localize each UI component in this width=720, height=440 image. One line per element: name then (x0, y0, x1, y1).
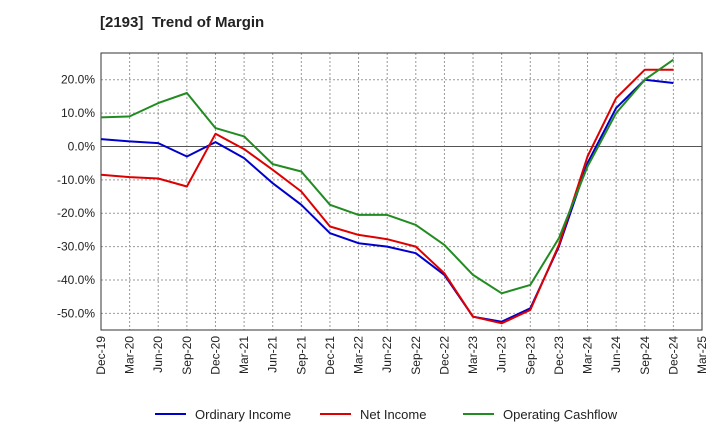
series-lines (100, 58, 674, 325)
x-tick-label: Mar-21 (237, 336, 251, 374)
x-tick-label: Sep-20 (180, 336, 194, 375)
y-tick-label: 10.0% (61, 106, 95, 120)
x-tick-label: Sep-23 (523, 336, 537, 375)
y-tick-label: -50.0% (57, 306, 95, 320)
x-tick-label: Jun-23 (495, 336, 509, 373)
x-tick-label: Sep-24 (638, 336, 652, 375)
y-tick-label: 0.0% (68, 139, 96, 153)
legend-label-net-income: Net Income (360, 407, 426, 422)
legend: Ordinary Income Net Income Operating Cashf… (155, 407, 618, 422)
x-tick-label: Jun-20 (151, 336, 165, 373)
y-tick-label: 20.0% (61, 73, 95, 87)
x-tick-label: Dec-21 (323, 336, 337, 375)
x-tick-label: Jun-21 (266, 336, 280, 373)
x-tick-label: Mar-20 (123, 336, 137, 374)
series-line-operating-cashflow (100, 58, 674, 295)
grid-lines (101, 53, 702, 330)
x-tick-label: Mar-22 (352, 336, 366, 374)
legend-label-ordinary-income: Ordinary Income (195, 407, 291, 422)
x-tick-label: Dec-22 (437, 336, 451, 375)
x-tick-label: Dec-23 (552, 336, 566, 375)
y-tick-label: -40.0% (57, 273, 95, 287)
x-tick-label: Sep-21 (294, 336, 308, 375)
x-tick-label: Mar-23 (466, 336, 480, 374)
x-tick-label: Sep-22 (409, 336, 423, 375)
x-tick-label: Dec-20 (208, 336, 222, 375)
y-tick-label: -30.0% (57, 240, 95, 254)
legend-label-operating-cashflow: Operating Cashflow (503, 407, 618, 422)
y-tick-label: -20.0% (57, 206, 95, 220)
x-tick-label: Jun-24 (609, 336, 623, 373)
x-tick-label: Dec-19 (94, 336, 108, 375)
x-tick-label: Dec-24 (666, 336, 680, 375)
y-tick-label: -10.0% (57, 173, 95, 187)
plot-area-frame (100, 52, 703, 331)
y-axis: 20.0% 10.0% 0.0% -10.0% -20.0% -30.0% -40.0% -5… (57, 73, 95, 321)
x-tick-label: Mar-25 (695, 336, 709, 374)
x-tick-label: Mar-24 (581, 336, 595, 374)
chart-title: [2193] Trend of Margin (100, 14, 265, 31)
x-axis: Dec-19 Mar-20 Jun-20 Sep-20 Dec-20 Mar-21 Jun-… (94, 336, 709, 375)
x-tick-label: Jun-22 (380, 336, 394, 373)
series-line-net-income (100, 68, 674, 325)
